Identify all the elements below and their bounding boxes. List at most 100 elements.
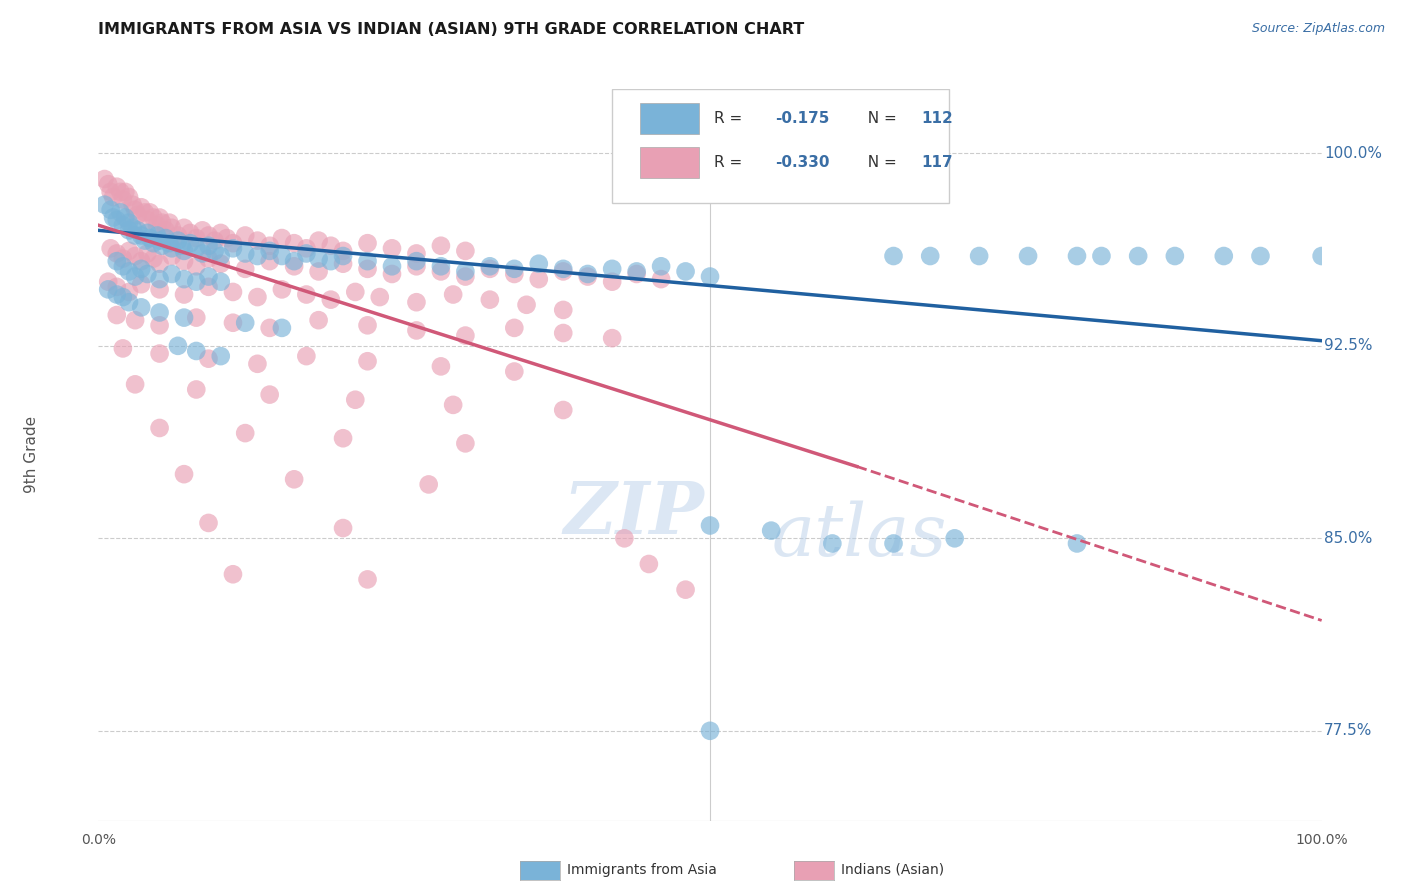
FancyBboxPatch shape [612,89,949,202]
Point [110,185,132,199]
Point [179,236,201,251]
Point [527,257,550,271]
Point [332,257,354,271]
Point [139,231,162,245]
Point [454,244,477,258]
Point [173,272,195,286]
Point [478,260,501,274]
Point [173,467,195,482]
Point [97,177,120,191]
Point [111,260,134,274]
Point [430,260,453,274]
Point [93,197,115,211]
Point [186,383,208,397]
Text: 100.0%: 100.0% [1295,833,1348,847]
Point [246,249,269,263]
Text: 85.0%: 85.0% [1324,531,1372,546]
Point [1090,249,1112,263]
Text: Source: ZipAtlas.com: Source: ZipAtlas.com [1251,22,1385,36]
Point [454,269,477,284]
Point [100,185,122,199]
Point [146,228,169,243]
Point [553,261,575,276]
Point [197,269,219,284]
Point [295,287,318,301]
Point [111,290,134,304]
Point [381,241,404,255]
Point [157,216,180,230]
Point [332,431,354,445]
Point [356,236,378,251]
Point [430,359,453,374]
Point [503,364,526,378]
Point [186,310,208,325]
Point [527,272,550,286]
Point [259,254,281,268]
Point [118,223,141,237]
Point [124,249,146,263]
Point [121,220,143,235]
Point [149,257,172,271]
Point [1128,249,1150,263]
Point [283,236,305,251]
Point [405,323,427,337]
Point [381,260,404,274]
Point [160,220,183,235]
Point [118,295,141,310]
Point [405,254,427,268]
Point [1017,249,1039,263]
Text: N =: N = [858,111,901,126]
Point [155,223,177,237]
Point [167,228,190,243]
Point [430,239,453,253]
Point [332,521,354,535]
Point [105,287,128,301]
Point [100,241,122,255]
Point [136,267,159,281]
Point [149,272,172,286]
Point [515,298,537,312]
Point [368,290,391,304]
Point [149,282,172,296]
Point [111,252,134,266]
Point [883,536,905,550]
Point [626,264,648,278]
Point [332,249,354,263]
Point [150,216,173,230]
Point [197,351,219,366]
Point [186,343,208,358]
Text: 117: 117 [922,155,953,169]
Text: 9th Grade: 9th Grade [24,417,38,493]
Point [118,244,141,258]
Point [118,216,141,230]
Point [209,226,232,240]
Point [283,254,305,268]
Point [356,573,378,587]
FancyBboxPatch shape [640,103,699,134]
Point [204,234,226,248]
Point [1066,536,1088,550]
Point [191,223,214,237]
Point [821,536,844,550]
Point [170,239,193,253]
Point [503,261,526,276]
Text: -0.175: -0.175 [775,111,830,126]
Point [173,244,195,258]
Point [270,249,294,263]
Point [197,280,219,294]
Point [93,172,115,186]
Point [121,197,143,211]
Point [222,236,245,251]
Point [356,261,378,276]
Point [699,723,721,738]
Point [222,285,245,299]
Point [127,208,149,222]
Point [308,313,330,327]
Point [124,377,146,392]
Point [675,264,697,278]
Point [173,310,195,325]
Point [233,426,256,441]
Point [167,234,190,248]
Point [197,516,219,530]
Point [186,275,208,289]
